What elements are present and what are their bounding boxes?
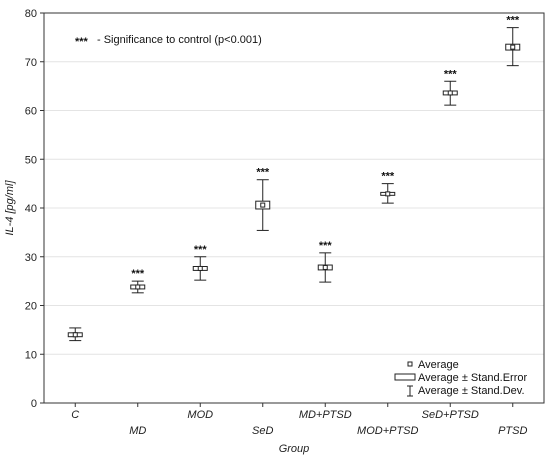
mean-marker-mod-ptsd xyxy=(385,191,391,197)
significance-note-marker: *** xyxy=(75,36,89,48)
legend-average-symbol xyxy=(407,361,413,367)
mean-marker-sed-ptsd xyxy=(447,90,453,96)
x-tick-label-md: MD xyxy=(129,425,146,437)
mean-marker-ptsd xyxy=(510,44,516,50)
mean-marker-md xyxy=(135,284,141,290)
y-tick-label-40: 40 xyxy=(25,203,37,215)
x-tick-label-mod-ptsd: MOD+PTSD xyxy=(357,425,418,437)
box-sed: *** xyxy=(255,167,271,231)
box-mod: *** xyxy=(192,244,208,281)
mean-marker-mod xyxy=(197,265,203,271)
legend-se-symbol xyxy=(394,373,416,381)
significance-marker-ptsd: *** xyxy=(506,15,520,27)
y-tick-label-70: 70 xyxy=(25,57,37,69)
significance-marker-md: *** xyxy=(131,268,145,280)
y-tick-label-30: 30 xyxy=(25,252,37,264)
legend-average-label: Average xyxy=(418,359,459,371)
x-tick-label-ptsd: PTSD xyxy=(498,425,527,437)
y-tick-label-50: 50 xyxy=(25,154,37,166)
y-tick-label-0: 0 xyxy=(31,398,37,410)
y-axis: 0 10 20 30 40 50 60 70 80 xyxy=(25,8,44,410)
significance-note-text: - Significance to control (p<0.001) xyxy=(97,34,262,46)
box-ptsd: *** xyxy=(505,15,521,67)
significance-marker-sed: *** xyxy=(256,167,270,179)
x-tick-label-sed-ptsd: SeD+PTSD xyxy=(422,409,479,421)
significance-note: *** - Significance to control (p<0.001) xyxy=(75,34,262,48)
data-marks: *** *** *** *** *** *** *** xyxy=(67,15,521,342)
y-tick-label-60: 60 xyxy=(25,106,37,118)
x-axis-title: Group xyxy=(279,443,310,455)
box-mod-ptsd: *** xyxy=(380,171,396,204)
y-tick-label-10: 10 xyxy=(25,349,37,361)
significance-marker-md-ptsd: *** xyxy=(319,240,333,252)
significance-marker-mod: *** xyxy=(194,244,208,256)
box-md: *** xyxy=(130,268,146,294)
significance-marker-sed-ptsd: *** xyxy=(444,68,458,80)
grid xyxy=(44,61,544,355)
box-md-ptsd: *** xyxy=(317,240,333,283)
legend: Average Average ± Stand.Error Average ± … xyxy=(394,359,528,397)
y-tick-label-80: 80 xyxy=(25,8,37,20)
x-axis: C MD MOD SeD MD+PTSD MOD+PTSD SeD+PTSD PTSD xyxy=(71,403,527,437)
x-tick-label-c: C xyxy=(71,409,79,421)
legend-sd-symbol xyxy=(407,385,413,397)
x-tick-label-mod: MOD xyxy=(187,409,213,421)
legend-sd-label: Average ± Stand.Dev. xyxy=(418,385,525,397)
box-c xyxy=(67,327,83,342)
y-tick-label-20: 20 xyxy=(25,301,37,313)
legend-se-label: Average ± Stand.Error xyxy=(418,372,528,384)
y-axis-title: IL-4 [pg/ml] xyxy=(4,180,16,236)
mean-marker-md-ptsd xyxy=(322,264,328,270)
x-tick-label-md-ptsd: MD+PTSD xyxy=(299,409,352,421)
mean-marker-sed xyxy=(260,202,266,208)
mean-marker-c xyxy=(72,332,78,338)
box-sed-ptsd: *** xyxy=(442,68,458,106)
significance-marker-mod-ptsd: *** xyxy=(381,171,395,183)
x-tick-label-sed: SeD xyxy=(252,425,273,437)
